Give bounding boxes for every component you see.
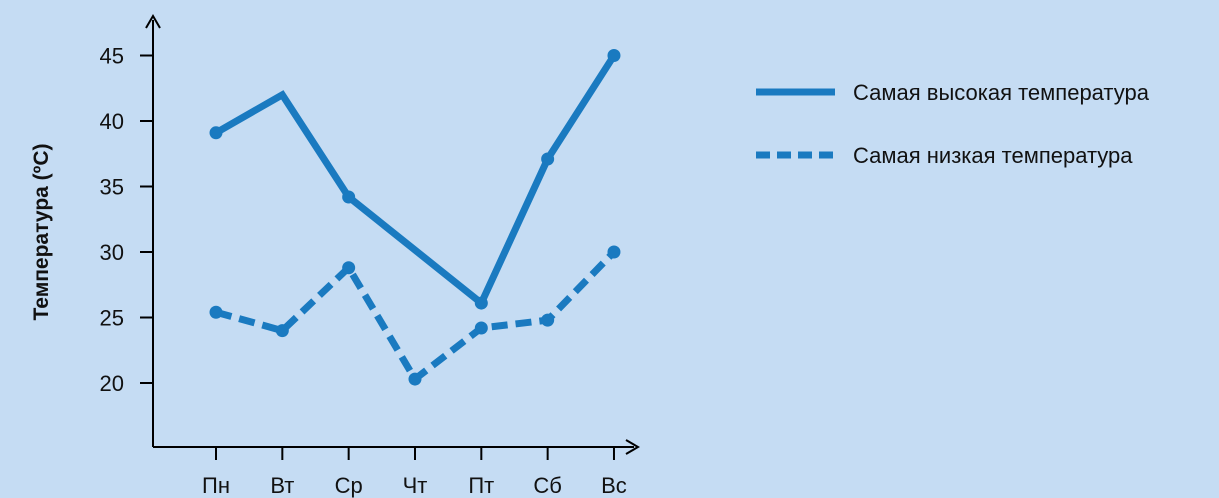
y-ticks: 20 25 30 35 40 45	[100, 44, 153, 396]
x-tick-label: Вс	[601, 473, 627, 498]
y-tick-label: 20	[100, 371, 124, 396]
point-low	[607, 245, 621, 259]
x-tick-label: Вт	[270, 473, 294, 498]
legend: Самая высокая температура Самая низкая т…	[756, 80, 1150, 168]
x-axis-arrowhead	[625, 439, 640, 455]
x-ticks: Пн Вт Ср Чт Пт Сб Вс	[202, 447, 627, 498]
point-high	[541, 152, 555, 166]
x-tick-label: Ср	[335, 473, 363, 498]
y-axis-arrowhead	[145, 14, 161, 29]
point-low	[209, 305, 223, 319]
y-tick-label: 30	[100, 240, 124, 265]
point-high	[209, 126, 223, 140]
point-high	[607, 49, 621, 62]
series-line-low	[215, 249, 617, 385]
legend-label-high: Самая высокая температура	[853, 80, 1150, 105]
series-layer	[209, 49, 621, 386]
series-line-high	[214, 53, 617, 309]
legend-label-low: Самая низкая температура	[853, 143, 1133, 168]
point-low	[474, 321, 488, 335]
x-tick-label: Сб	[533, 473, 562, 498]
x-tick-label: Чт	[403, 473, 428, 498]
y-axis-title: Температура (ºС)	[30, 144, 53, 321]
x-tick-label: Пн	[202, 473, 230, 498]
point-low	[342, 261, 356, 275]
y-tick-label: 40	[100, 109, 124, 134]
x-tick-label: Пт	[468, 473, 494, 498]
point-low	[275, 324, 289, 338]
point-low	[541, 313, 555, 327]
y-tick-label: 45	[100, 44, 124, 69]
point-high	[342, 190, 356, 204]
point-low	[408, 372, 422, 386]
point-high	[474, 296, 488, 310]
y-tick-label: 25	[100, 306, 124, 331]
y-tick-label: 35	[100, 175, 124, 200]
